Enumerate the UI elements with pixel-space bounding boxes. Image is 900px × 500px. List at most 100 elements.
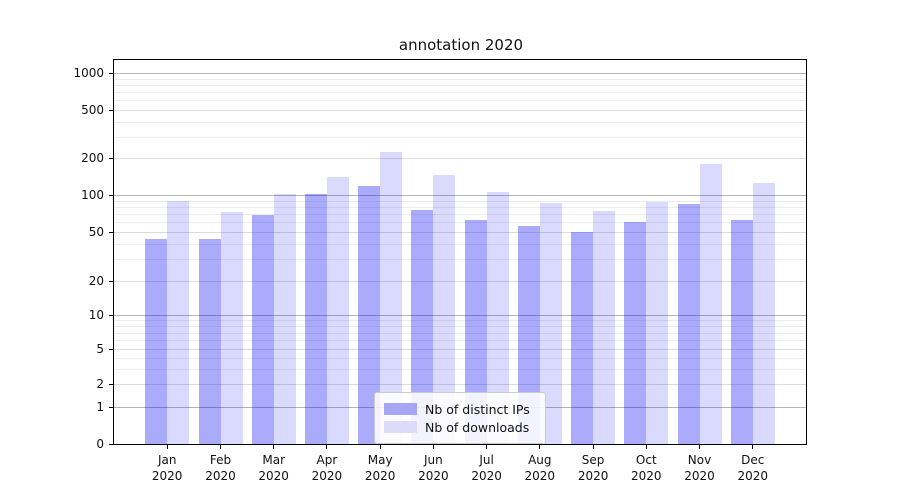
legend-label-distinct-ips: Nb of distinct IPs	[425, 401, 530, 417]
x-tick-mark	[645, 445, 647, 449]
legend-swatch-downloads	[384, 421, 417, 433]
x-tick-label-month: Jan	[157, 453, 177, 467]
x-tick-label-month: Aug	[528, 453, 552, 467]
bar-distinct-ips-mar	[251, 214, 274, 444]
bar-distinct-ips-jul	[464, 219, 487, 444]
bar-downloads-aug	[539, 203, 562, 444]
x-tick-label-year: 2020	[151, 469, 183, 483]
x-tick-mark	[699, 445, 700, 449]
minor-gridline	[114, 78, 806, 80]
x-tick-label-month: Nov	[687, 453, 712, 467]
chart-title: annotation 2020	[398, 36, 524, 54]
y-tick-label: 200	[81, 151, 104, 166]
x-tick-mark	[273, 445, 275, 449]
x-tick-mark	[539, 445, 541, 449]
plot-inner	[114, 60, 806, 444]
y-tick-mark	[109, 158, 113, 160]
y-tick-mark	[109, 109, 113, 111]
minor-gridline	[114, 243, 806, 245]
y-tick-label: 2	[96, 377, 104, 392]
x-tick-label-month: Oct	[635, 453, 657, 467]
y-tick-label: 100	[81, 188, 104, 202]
bar-distinct-ips-feb	[198, 238, 221, 444]
minor-gridline	[114, 84, 806, 86]
y-tick-label: 500	[81, 102, 104, 117]
x-tick-mark	[592, 445, 594, 449]
x-tick-label-month: Dec	[741, 453, 765, 467]
x-tick-label-month: Mar	[262, 453, 285, 467]
decade-gridline	[114, 72, 806, 74]
y-tick-label: 1	[96, 399, 104, 414]
x-tick-label-month: Jun	[424, 453, 443, 467]
legend-entry-distinct-ips: Nb of distinct IPs	[384, 401, 536, 417]
x-tick-label-year: 2020	[524, 469, 556, 483]
minor-gridline	[114, 91, 806, 93]
x-tick-mark	[432, 445, 434, 449]
x-tick-label-year: 2020	[258, 469, 289, 483]
x-tick-label-month: Feb	[209, 453, 232, 467]
y-tick-mark	[109, 384, 113, 386]
legend-entry-downloads: Nb of downloads	[384, 419, 536, 435]
major-gridline	[114, 349, 806, 351]
x-tick-label-year: 2020	[311, 469, 343, 483]
minor-gridline	[114, 368, 806, 370]
bar-distinct-ips-jun	[411, 209, 434, 444]
minor-gridline	[114, 332, 806, 334]
y-tick-label: 10	[88, 308, 104, 322]
y-tick-mark	[109, 406, 113, 408]
bar-distinct-ips-apr	[304, 193, 327, 444]
bar-downloads-mar	[273, 194, 296, 444]
major-gridline	[114, 158, 806, 160]
major-gridline	[114, 231, 806, 233]
bar-downloads-apr	[326, 177, 349, 444]
y-tick-mark	[109, 231, 113, 233]
bar-downloads-jan	[167, 200, 190, 444]
y-tick-mark	[109, 315, 113, 316]
y-tick-label: 50	[88, 224, 104, 239]
x-tick-label-year: 2020	[684, 469, 715, 483]
x-tick-label-year: 2020	[631, 469, 662, 483]
y-tick-mark	[109, 444, 113, 445]
minor-gridline	[114, 340, 806, 342]
bar-distinct-ips-oct	[624, 222, 647, 444]
x-tick-label-year: 2020	[577, 469, 609, 483]
minor-gridline	[114, 206, 806, 208]
bar-downloads-oct	[646, 202, 669, 444]
y-tick-mark	[109, 349, 113, 351]
x-tick-mark	[486, 445, 488, 449]
major-gridline	[114, 280, 806, 282]
minor-gridline	[114, 259, 806, 260]
x-tick-label-month: Jul	[479, 453, 494, 467]
x-tick-mark	[220, 445, 221, 449]
minor-gridline	[114, 357, 806, 359]
bar-downloads-dec	[752, 182, 775, 444]
bar-distinct-ips-dec	[730, 220, 753, 444]
decade-gridline	[114, 195, 806, 196]
x-tick-label-month: Apr	[316, 453, 338, 467]
y-tick-mark	[109, 72, 113, 74]
minor-gridline	[114, 121, 806, 123]
legend: Nb of distinct IPs Nb of downloads	[374, 392, 546, 444]
bar-downloads-jun	[433, 174, 456, 444]
legend-swatch-distinct-ips	[384, 403, 417, 415]
y-tick-label: 1000	[73, 65, 104, 80]
decade-gridline	[114, 315, 806, 316]
x-tick-mark	[166, 445, 168, 449]
x-tick-mark	[379, 445, 381, 449]
bar-downloads-jul	[486, 192, 509, 444]
x-tick-label-month: Sep	[581, 453, 605, 467]
bar-distinct-ips-may	[358, 186, 381, 444]
minor-gridline	[114, 136, 806, 138]
bar-downloads-sep	[593, 211, 616, 444]
x-tick-label-month: May	[367, 453, 393, 467]
minor-gridline	[114, 213, 806, 215]
x-tick-label-year: 2020	[205, 469, 236, 483]
bar-downloads-feb	[220, 212, 243, 444]
y-tick-mark	[109, 280, 113, 282]
x-tick-label-year: 2020	[364, 469, 396, 483]
bar-downloads-may	[380, 152, 403, 444]
y-tick-mark	[109, 195, 113, 196]
x-tick-mark	[326, 445, 328, 449]
y-tick-label: 0	[96, 437, 104, 451]
